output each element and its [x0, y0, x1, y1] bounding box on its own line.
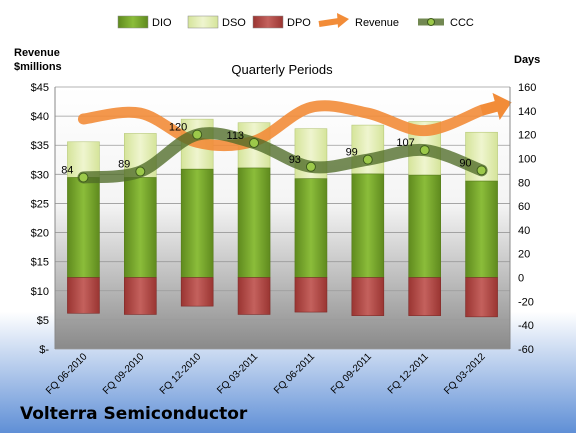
- ccc-data-label: 89: [118, 159, 130, 171]
- left-tick-label: $10: [31, 286, 49, 298]
- left-tick-label: $35: [31, 140, 49, 152]
- series-lines: 84 89 120 113 93 99 107 90: [61, 92, 512, 184]
- right-tick-label: 160: [518, 82, 536, 94]
- left-tick-label: $45: [31, 82, 49, 94]
- left-tick-label: $30: [31, 169, 49, 181]
- ccc-point: [135, 166, 146, 177]
- left-tick-label: $20: [31, 228, 49, 240]
- left-tick-label: $5: [37, 315, 49, 327]
- bar-dio: [67, 177, 100, 278]
- bar-dpo: [465, 277, 498, 318]
- right-tick-label: 20: [518, 249, 530, 261]
- ccc-data-label: 113: [227, 130, 245, 142]
- ccc-data-label: 84: [61, 165, 73, 177]
- bar-dpo: [294, 277, 328, 313]
- bar-dio: [237, 167, 271, 278]
- ccc-point: [192, 129, 203, 140]
- right-tick-label: 140: [518, 106, 536, 118]
- right-tick-label: 60: [518, 201, 530, 213]
- legend-label: Revenue: [355, 17, 399, 29]
- bar-dio: [408, 174, 441, 278]
- ccc-data-label: 93: [289, 154, 301, 166]
- bar-dio: [294, 178, 328, 278]
- bar-dpo: [180, 277, 214, 307]
- ccc-point: [78, 172, 89, 183]
- ccc-point: [476, 165, 487, 176]
- stacked-bars: [67, 118, 498, 318]
- ccc-data-label: 107: [396, 137, 414, 149]
- bar-dpo: [237, 277, 271, 315]
- right-tick-label: -60: [518, 344, 534, 356]
- ccc-point: [362, 154, 373, 165]
- legend-label: DSO: [222, 17, 246, 29]
- legend-label: DPO: [287, 17, 311, 29]
- bar-dpo: [408, 277, 441, 316]
- left-tick-label: $-: [39, 344, 49, 356]
- ccc-point: [305, 161, 316, 172]
- legend: DIO DSO DPO Revenue CCC: [117, 13, 474, 29]
- legend-swatch: [252, 15, 284, 29]
- revenue-arrowhead: [492, 92, 512, 120]
- ccc-point: [419, 145, 430, 156]
- right-axis-label: Days: [514, 54, 540, 66]
- ccc-point: [249, 137, 260, 148]
- legend-swatch: [187, 15, 219, 29]
- bar-dio: [465, 180, 498, 278]
- legend-swatch-arrowhead: [337, 13, 349, 28]
- bar-dpo: [351, 277, 385, 316]
- left-tick-label: $15: [31, 257, 49, 269]
- bar-dpo: [67, 277, 100, 314]
- right-tick-label: -20: [518, 296, 534, 308]
- legend-swatch: [117, 15, 149, 29]
- right-tick-label: 40: [518, 225, 530, 237]
- right-tick-label: 0: [518, 273, 524, 285]
- ccc-data-label: 99: [346, 147, 358, 159]
- ccc-data-label: 90: [459, 157, 471, 169]
- right-tick-label: 120: [518, 130, 536, 142]
- bar-dpo: [124, 277, 157, 315]
- right-tick-label: 80: [518, 177, 530, 189]
- right-tick-label: 100: [518, 153, 536, 165]
- ccc-line: [77, 127, 488, 184]
- revenue-line: [77, 100, 488, 152]
- bar-dio: [124, 177, 157, 278]
- left-tick-label: $25: [31, 198, 49, 210]
- chart-title: Quarterly Periods: [231, 62, 333, 77]
- right-tick-label: -40: [518, 320, 534, 332]
- legend-swatch-dot: [427, 18, 435, 26]
- ccc-data-label: 120: [169, 122, 187, 134]
- bar-dio: [180, 168, 214, 278]
- left-axis-label-line2: $millions: [14, 61, 62, 73]
- bar-dio: [351, 173, 385, 278]
- legend-label: DIO: [152, 17, 172, 29]
- legend-label: CCC: [450, 17, 474, 29]
- left-tick-label: $40: [31, 111, 49, 123]
- company-name: Volterra Semiconductor: [20, 404, 248, 424]
- left-axis-label-line1: Revenue: [14, 47, 60, 59]
- legend-swatch: [318, 18, 340, 27]
